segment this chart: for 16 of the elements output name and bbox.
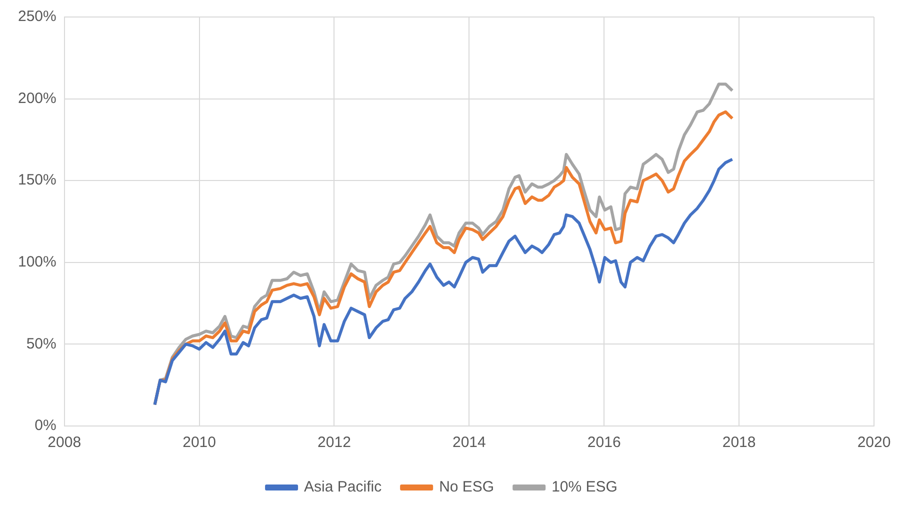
- x-tick-label: 2020: [857, 434, 891, 452]
- legend-label: No ESG: [439, 478, 494, 496]
- x-tick-label: 2012: [318, 434, 351, 452]
- x-tick-label: 2008: [48, 434, 82, 452]
- legend-label: 10% ESG: [552, 478, 618, 496]
- x-tick-label: 2010: [182, 434, 216, 452]
- y-tick-label: 200%: [18, 90, 56, 107]
- x-tick-label: 2018: [722, 434, 756, 452]
- y-tick-label: 0%: [34, 417, 56, 434]
- x-tick-label: 2016: [587, 434, 621, 452]
- y-tick-label: 50%: [26, 335, 56, 352]
- y-tick-label: 100%: [18, 254, 56, 271]
- y-tick-label: 250%: [18, 8, 56, 26]
- legend-label: Asia Pacific: [304, 478, 382, 496]
- y-tick-label: 150%: [18, 172, 56, 189]
- x-tick-label: 2014: [452, 434, 486, 452]
